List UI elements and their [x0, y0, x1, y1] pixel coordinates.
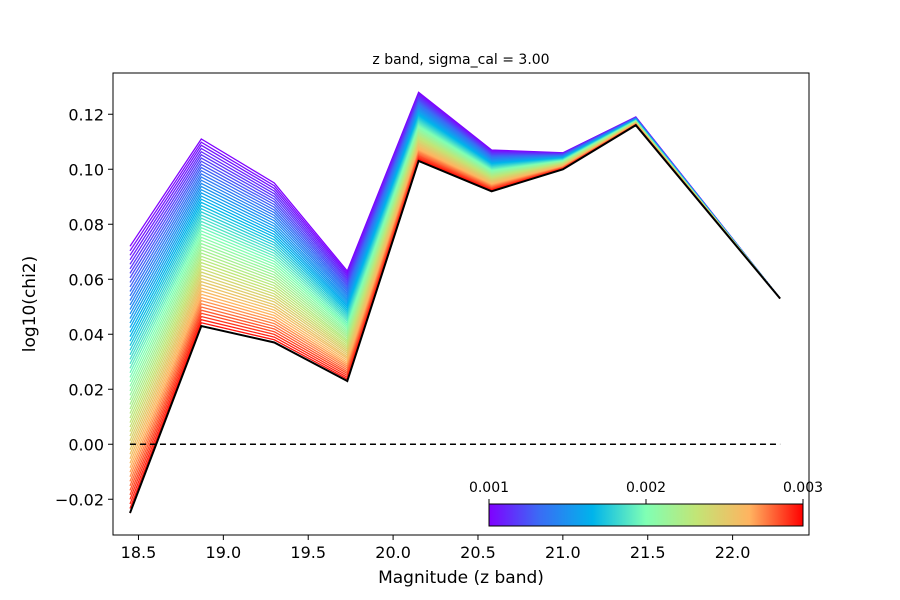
x-tick-label: 19.0: [206, 543, 242, 562]
series-line: [129, 124, 781, 514]
y-tick-label: −0.02: [55, 490, 104, 509]
x-tick-label: 22.0: [715, 543, 751, 562]
x-axis-label: Magnitude (z band): [378, 568, 544, 588]
series-group: [129, 91, 781, 514]
plot-frame: [112, 72, 810, 536]
y-ticks: −0.02 0.00 0.02 0.04 0.06 0.08 0.10 0.12: [55, 105, 113, 509]
series-line-outline: [129, 123, 781, 514]
x-tick-label: 21.5: [630, 543, 666, 562]
colorbar: 0.001 0.002 0.003: [469, 480, 823, 527]
x-tick-label: 21.0: [545, 543, 581, 562]
y-tick-label: 0.02: [68, 380, 104, 399]
chart-title: z band, sigma_cal = 3.00: [372, 52, 549, 68]
y-tick-label: 0.00: [68, 435, 104, 454]
colorbar-gradient: [488, 503, 804, 527]
y-tick-label: 0.12: [68, 105, 104, 124]
y-tick-label: 0.08: [68, 215, 104, 234]
colorbar-tick-label: 0.001: [469, 480, 509, 496]
x-tick-label: 20.0: [375, 543, 411, 562]
x-tick-label: 20.5: [460, 543, 496, 562]
y-tick-label: 0.10: [68, 160, 104, 179]
x-tick-label: 19.5: [290, 543, 326, 562]
y-tick-label: 0.06: [68, 270, 104, 289]
y-axis-label: log10(chi2): [20, 256, 40, 352]
x-ticks: 18.5 19.0 19.5 20.0 20.5 21.0 21.5 22.0: [121, 535, 751, 562]
colorbar-tick-label: 0.002: [626, 480, 666, 496]
x-tick-label: 18.5: [121, 543, 157, 562]
y-tick-label: 0.04: [68, 325, 104, 344]
colorbar-tick-label: 0.003: [783, 480, 823, 496]
